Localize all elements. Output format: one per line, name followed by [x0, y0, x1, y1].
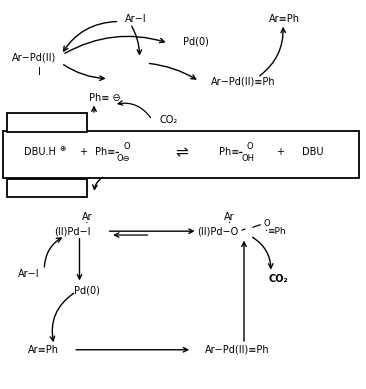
- Text: Pd(0): Pd(0): [74, 285, 100, 295]
- Text: Ar−I: Ar−I: [18, 269, 40, 279]
- Text: OH: OH: [242, 154, 255, 163]
- Text: Path B: Path B: [29, 183, 65, 193]
- Text: Ar−Pd(II): Ar−Pd(II): [12, 53, 56, 62]
- Text: O: O: [123, 142, 130, 151]
- Text: Ar: Ar: [81, 212, 92, 222]
- Text: O: O: [247, 142, 254, 151]
- FancyBboxPatch shape: [3, 131, 359, 178]
- Text: O⊖: O⊖: [117, 154, 131, 163]
- Text: I: I: [38, 67, 41, 77]
- Text: DBU: DBU: [302, 147, 324, 158]
- FancyBboxPatch shape: [7, 113, 87, 131]
- Text: Ar: Ar: [224, 212, 235, 222]
- Text: (II)Pd−I: (II)Pd−I: [54, 226, 90, 236]
- Text: Ph≡ ⊖: Ph≡ ⊖: [89, 93, 121, 103]
- Text: ⇌: ⇌: [175, 145, 187, 160]
- Text: Ar−Pd(II)≡Ph: Ar−Pd(II)≡Ph: [210, 76, 275, 86]
- Text: Ar−Pd(II)≡Ph: Ar−Pd(II)≡Ph: [205, 345, 270, 355]
- Text: +: +: [276, 147, 284, 158]
- Text: (II)Pd−O: (II)Pd−O: [197, 226, 238, 236]
- Text: Ph≡: Ph≡: [219, 147, 239, 158]
- Text: O: O: [263, 219, 270, 228]
- Text: Pd(0): Pd(0): [183, 37, 209, 47]
- Text: Path A: Path A: [29, 117, 65, 127]
- Text: DBU.H: DBU.H: [23, 147, 56, 158]
- Text: CO₂: CO₂: [268, 275, 288, 284]
- Text: ≡Ph: ≡Ph: [268, 227, 286, 236]
- Text: ⊕: ⊕: [59, 144, 66, 153]
- Text: +: +: [79, 147, 87, 158]
- FancyBboxPatch shape: [7, 179, 87, 197]
- Text: Ar≡Ph: Ar≡Ph: [269, 14, 300, 24]
- Text: CO₂: CO₂: [159, 115, 178, 125]
- Text: Ph≡: Ph≡: [95, 147, 115, 158]
- Text: Ar≡Ph: Ar≡Ph: [28, 345, 59, 355]
- Text: Ar−I: Ar−I: [125, 14, 147, 24]
